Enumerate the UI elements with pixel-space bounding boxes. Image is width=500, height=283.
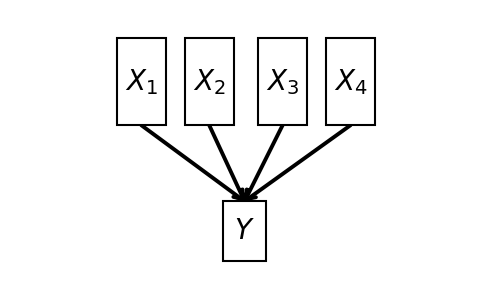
Text: $Y$: $Y$ xyxy=(234,218,255,245)
Text: $X_4$: $X_4$ xyxy=(334,67,368,97)
Bar xyxy=(258,38,307,125)
Text: $X_1$: $X_1$ xyxy=(125,67,158,97)
Bar xyxy=(223,201,266,261)
Text: $X_3$: $X_3$ xyxy=(266,67,299,97)
Bar xyxy=(117,38,166,125)
Bar xyxy=(185,38,234,125)
Bar xyxy=(326,38,375,125)
Text: $X_2$: $X_2$ xyxy=(193,67,226,97)
